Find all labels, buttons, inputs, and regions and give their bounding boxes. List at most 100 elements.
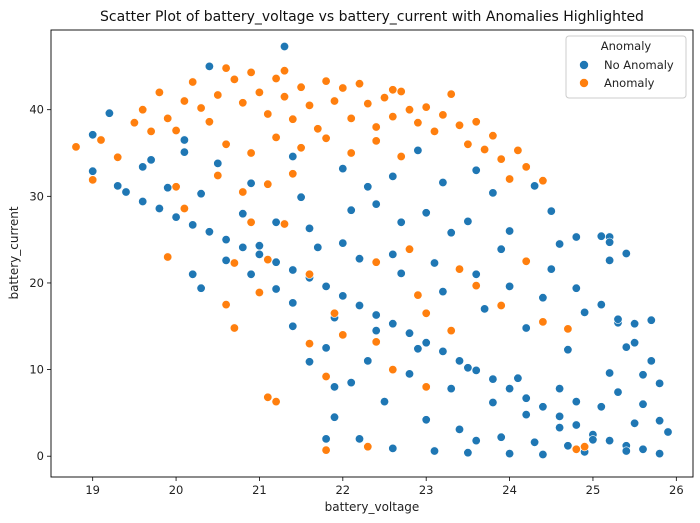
data-point-anomaly	[371, 136, 381, 146]
data-point-no-anomaly	[488, 397, 498, 407]
data-point-anomaly	[154, 87, 164, 97]
data-point-anomaly	[171, 126, 181, 136]
data-point-no-anomaly	[496, 244, 506, 254]
data-point-no-anomaly	[188, 269, 198, 279]
y-axis: 0 10 20 30 40	[29, 103, 51, 463]
data-point-no-anomaly	[204, 227, 214, 237]
data-point-anomaly	[254, 287, 264, 297]
plot-frame	[50, 29, 694, 478]
data-point-no-anomaly	[204, 61, 214, 71]
data-point-anomaly	[538, 317, 548, 327]
data-point-no-anomaly	[171, 212, 181, 222]
data-point-anomaly	[263, 255, 273, 265]
data-point-no-anomaly	[471, 165, 481, 175]
data-point-no-anomaly	[288, 265, 298, 275]
data-point-anomaly	[521, 256, 531, 266]
data-point-no-anomaly	[571, 397, 581, 407]
data-point-anomaly	[221, 63, 231, 73]
data-point-anomaly	[521, 162, 531, 172]
data-point-no-anomaly	[555, 384, 565, 394]
data-point-no-anomaly	[646, 356, 656, 366]
data-point-no-anomaly	[621, 342, 631, 352]
data-point-anomaly	[146, 126, 156, 136]
data-point-anomaly	[296, 143, 306, 153]
data-point-anomaly	[246, 67, 256, 77]
data-point-no-anomaly	[213, 158, 223, 168]
data-point-anomaly	[513, 145, 523, 155]
data-point-no-anomaly	[371, 199, 381, 209]
data-point-no-anomaly	[396, 217, 406, 227]
data-point-anomaly	[288, 169, 298, 179]
data-point-anomaly	[438, 110, 448, 120]
data-point-no-anomaly	[505, 384, 515, 394]
data-point-anomaly	[471, 117, 481, 127]
data-point-no-anomaly	[354, 434, 364, 444]
data-point-no-anomaly	[196, 189, 206, 199]
data-point-anomaly	[496, 300, 506, 310]
data-point-no-anomaly	[179, 147, 189, 157]
data-point-no-anomaly	[488, 188, 498, 198]
y-tick-label: 40	[29, 103, 44, 117]
data-point-anomaly	[238, 187, 248, 197]
chart-title: Scatter Plot of battery_voltage vs batte…	[100, 9, 644, 25]
data-point-anomaly	[171, 182, 181, 192]
data-point-no-anomaly	[304, 223, 314, 233]
data-point-no-anomaly	[638, 444, 648, 454]
data-point-no-anomaly	[555, 239, 565, 249]
data-point-no-anomaly	[154, 204, 164, 214]
legend-box	[565, 35, 687, 99]
data-point-anomaly	[304, 339, 314, 349]
data-point-anomaly	[488, 131, 498, 141]
data-point-no-anomaly	[538, 293, 548, 303]
data-point-anomaly	[304, 269, 314, 279]
data-point-no-anomaly	[596, 231, 606, 241]
data-point-anomaly	[371, 257, 381, 267]
x-tick-label: 22	[335, 483, 350, 497]
data-point-no-anomaly	[438, 346, 448, 356]
data-point-no-anomaly	[271, 217, 281, 227]
legend-label-anomaly: Anomaly	[604, 76, 655, 90]
data-point-no-anomaly	[321, 434, 331, 444]
data-point-no-anomaly	[279, 41, 289, 51]
data-point-no-anomaly	[346, 378, 356, 388]
data-point-anomaly	[396, 87, 406, 97]
data-point-anomaly	[421, 308, 431, 318]
data-point-no-anomaly	[521, 393, 531, 403]
data-point-anomaly	[188, 77, 198, 87]
data-point-no-anomaly	[421, 415, 431, 425]
data-point-anomaly	[246, 148, 256, 158]
data-point-no-anomaly	[471, 365, 481, 375]
x-axis: 19 20 21 22 23 24 25 26	[85, 477, 684, 497]
data-point-no-anomaly	[488, 374, 498, 384]
data-point-no-anomaly	[655, 416, 665, 426]
data-point-anomaly	[338, 83, 348, 93]
data-point-no-anomaly	[454, 424, 464, 434]
data-point-no-anomaly	[271, 257, 281, 267]
data-point-no-anomaly	[363, 182, 373, 192]
data-point-anomaly	[321, 76, 331, 86]
data-point-no-anomaly	[638, 399, 648, 409]
data-point-anomaly	[163, 252, 173, 262]
x-tick-label: 19	[85, 483, 100, 497]
data-point-no-anomaly	[555, 411, 565, 421]
data-point-anomaly	[288, 114, 298, 124]
data-point-anomaly	[246, 217, 256, 227]
x-tick-label: 25	[586, 483, 601, 497]
data-point-no-anomaly	[538, 402, 548, 412]
data-point-anomaly	[129, 118, 139, 128]
data-point-no-anomaly	[304, 357, 314, 367]
data-point-anomaly	[279, 66, 289, 76]
data-point-no-anomaly	[446, 384, 456, 394]
data-point-no-anomaly	[321, 281, 331, 291]
data-point-anomaly	[421, 102, 431, 112]
data-point-anomaly	[363, 442, 373, 452]
data-point-no-anomaly	[605, 368, 615, 378]
data-point-anomaly	[279, 92, 289, 102]
data-point-no-anomaly	[463, 448, 473, 458]
data-point-no-anomaly	[655, 449, 665, 459]
data-point-anomaly	[204, 117, 214, 127]
data-point-anomaly	[321, 371, 331, 381]
data-point-no-anomaly	[630, 418, 640, 428]
data-point-anomaly	[221, 300, 231, 310]
data-point-anomaly	[296, 82, 306, 92]
